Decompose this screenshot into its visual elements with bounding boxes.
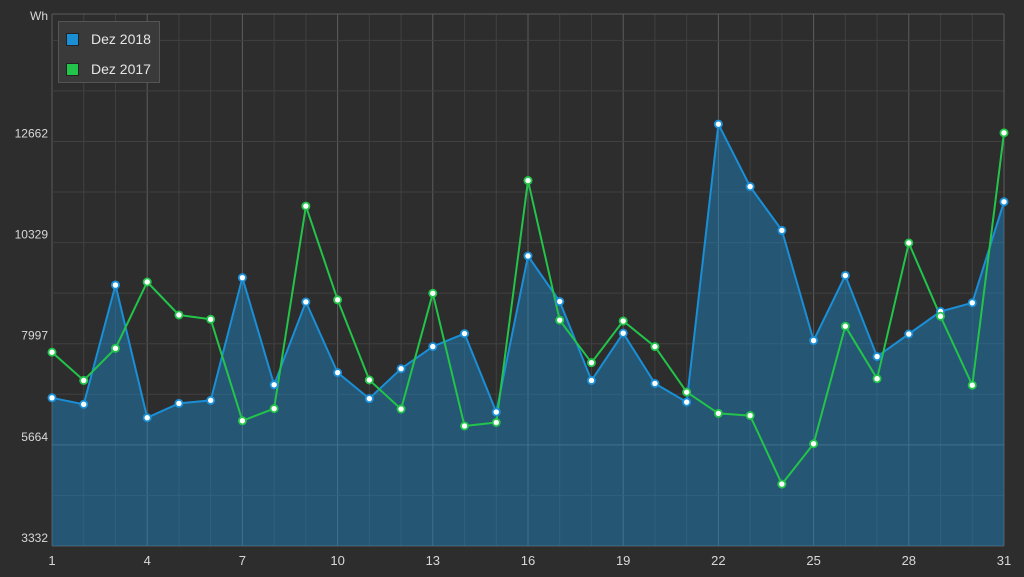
point-dez-2017-day-26 [840, 321, 850, 331]
y-axis-unit-label: Wh [30, 9, 48, 23]
point-dez-2018-day-27 [872, 352, 882, 362]
axis-layer: 3332 5664 7997 10329 12662 Wh 1 4 7 10 13 16 19 22 25 2… [15, 9, 1012, 568]
point-dez-2018-day-2 [79, 399, 89, 409]
point-dez-2017-day-22 [713, 408, 723, 418]
point-dez-2018-day-7 [237, 273, 247, 283]
y-tick-label: 5664 [21, 430, 48, 444]
point-dez-2017-day-25 [809, 439, 819, 449]
point-dez-2017-day-27 [872, 374, 882, 384]
point-dez-2017-day-13 [428, 288, 438, 298]
point-dez-2018-day-12 [396, 364, 406, 374]
point-dez-2017-day-10 [333, 295, 343, 305]
point-dez-2017-day-4 [142, 277, 152, 287]
point-dez-2017-day-7 [237, 416, 247, 426]
point-dez-2018-day-1 [47, 393, 57, 403]
point-dez-2017-day-20 [650, 342, 660, 352]
x-tick-label: 19 [616, 553, 630, 568]
chart-legend: Dez 2018 Dez 2017 [58, 21, 160, 83]
point-dez-2018-day-20 [650, 378, 660, 388]
point-dez-2017-day-28 [904, 238, 914, 248]
point-dez-2017-day-5 [174, 310, 184, 320]
point-dez-2017-day-19 [618, 316, 628, 326]
y-tick-label: 3332 [21, 531, 48, 545]
point-dez-2018-day-22 [713, 119, 723, 129]
point-dez-2018-day-30 [967, 298, 977, 308]
point-dez-2018-day-18 [586, 375, 596, 385]
y-tick-label: 12662 [15, 126, 49, 140]
point-dez-2017-day-29 [936, 311, 946, 321]
point-dez-2017-day-16 [523, 176, 533, 186]
legend-swatch-dez-2017 [66, 62, 79, 76]
x-tick-label: 10 [330, 553, 344, 568]
x-tick-label: 7 [239, 553, 246, 568]
point-dez-2018-day-19 [618, 328, 628, 338]
legend-label-dez-2017: Dez 2017 [91, 61, 151, 77]
point-dez-2017-day-14 [460, 421, 470, 431]
point-dez-2017-day-31 [999, 128, 1009, 138]
point-dez-2018-day-10 [333, 368, 343, 378]
legend-item-dez-2018[interactable]: Dez 2018 [66, 29, 151, 49]
grid-layer [51, 13, 1005, 547]
point-dez-2017-day-3 [110, 343, 120, 353]
point-dez-2018-day-28 [904, 329, 914, 339]
y-tick-label: 10329 [15, 228, 49, 242]
point-dez-2017-day-30 [967, 380, 977, 390]
point-dez-2018-day-3 [110, 280, 120, 290]
legend-item-dez-2017[interactable]: Dez 2017 [66, 59, 151, 79]
point-dez-2017-day-12 [396, 404, 406, 414]
point-dez-2017-day-15 [491, 417, 501, 427]
y-tick-label: 7997 [21, 329, 48, 343]
point-dez-2018-day-24 [777, 225, 787, 235]
x-tick-label: 25 [806, 553, 820, 568]
point-dez-2017-day-21 [682, 387, 692, 397]
point-dez-2018-day-11 [364, 394, 374, 404]
area-layer [52, 124, 1004, 546]
point-dez-2017-day-17 [555, 315, 565, 325]
point-dez-2017-day-2 [79, 375, 89, 385]
x-tick-label: 4 [144, 553, 151, 568]
x-tick-label: 1 [48, 553, 55, 568]
area-dez-2018 [52, 124, 1004, 546]
legend-swatch-dez-2018 [66, 32, 79, 46]
point-layer [47, 119, 1009, 489]
point-dez-2018-day-13 [428, 342, 438, 352]
point-dez-2017-day-18 [586, 358, 596, 368]
point-dez-2018-day-8 [269, 380, 279, 390]
point-dez-2018-day-16 [523, 251, 533, 261]
point-dez-2018-day-6 [206, 395, 216, 405]
point-dez-2017-day-11 [364, 375, 374, 385]
point-dez-2017-day-9 [301, 201, 311, 211]
x-tick-label: 28 [902, 553, 916, 568]
point-dez-2017-day-8 [269, 404, 279, 414]
point-dez-2018-day-4 [142, 413, 152, 423]
point-dez-2018-day-21 [682, 397, 692, 407]
legend-label-dez-2018: Dez 2018 [91, 31, 151, 47]
x-tick-label: 31 [997, 553, 1011, 568]
point-dez-2018-day-25 [809, 336, 819, 346]
point-dez-2017-day-1 [47, 347, 57, 357]
point-dez-2017-day-6 [206, 314, 216, 324]
point-dez-2018-day-23 [745, 182, 755, 192]
x-tick-label: 22 [711, 553, 725, 568]
point-dez-2018-day-17 [555, 297, 565, 307]
point-dez-2018-day-15 [491, 407, 501, 417]
point-dez-2018-day-14 [460, 329, 470, 339]
point-dez-2018-day-5 [174, 398, 184, 408]
x-tick-label: 13 [426, 553, 440, 568]
point-dez-2017-day-23 [745, 411, 755, 421]
point-dez-2017-day-24 [777, 479, 787, 489]
point-dez-2018-day-31 [999, 197, 1009, 207]
point-dez-2018-day-9 [301, 297, 311, 307]
x-tick-label: 16 [521, 553, 535, 568]
point-dez-2018-day-26 [840, 270, 850, 280]
